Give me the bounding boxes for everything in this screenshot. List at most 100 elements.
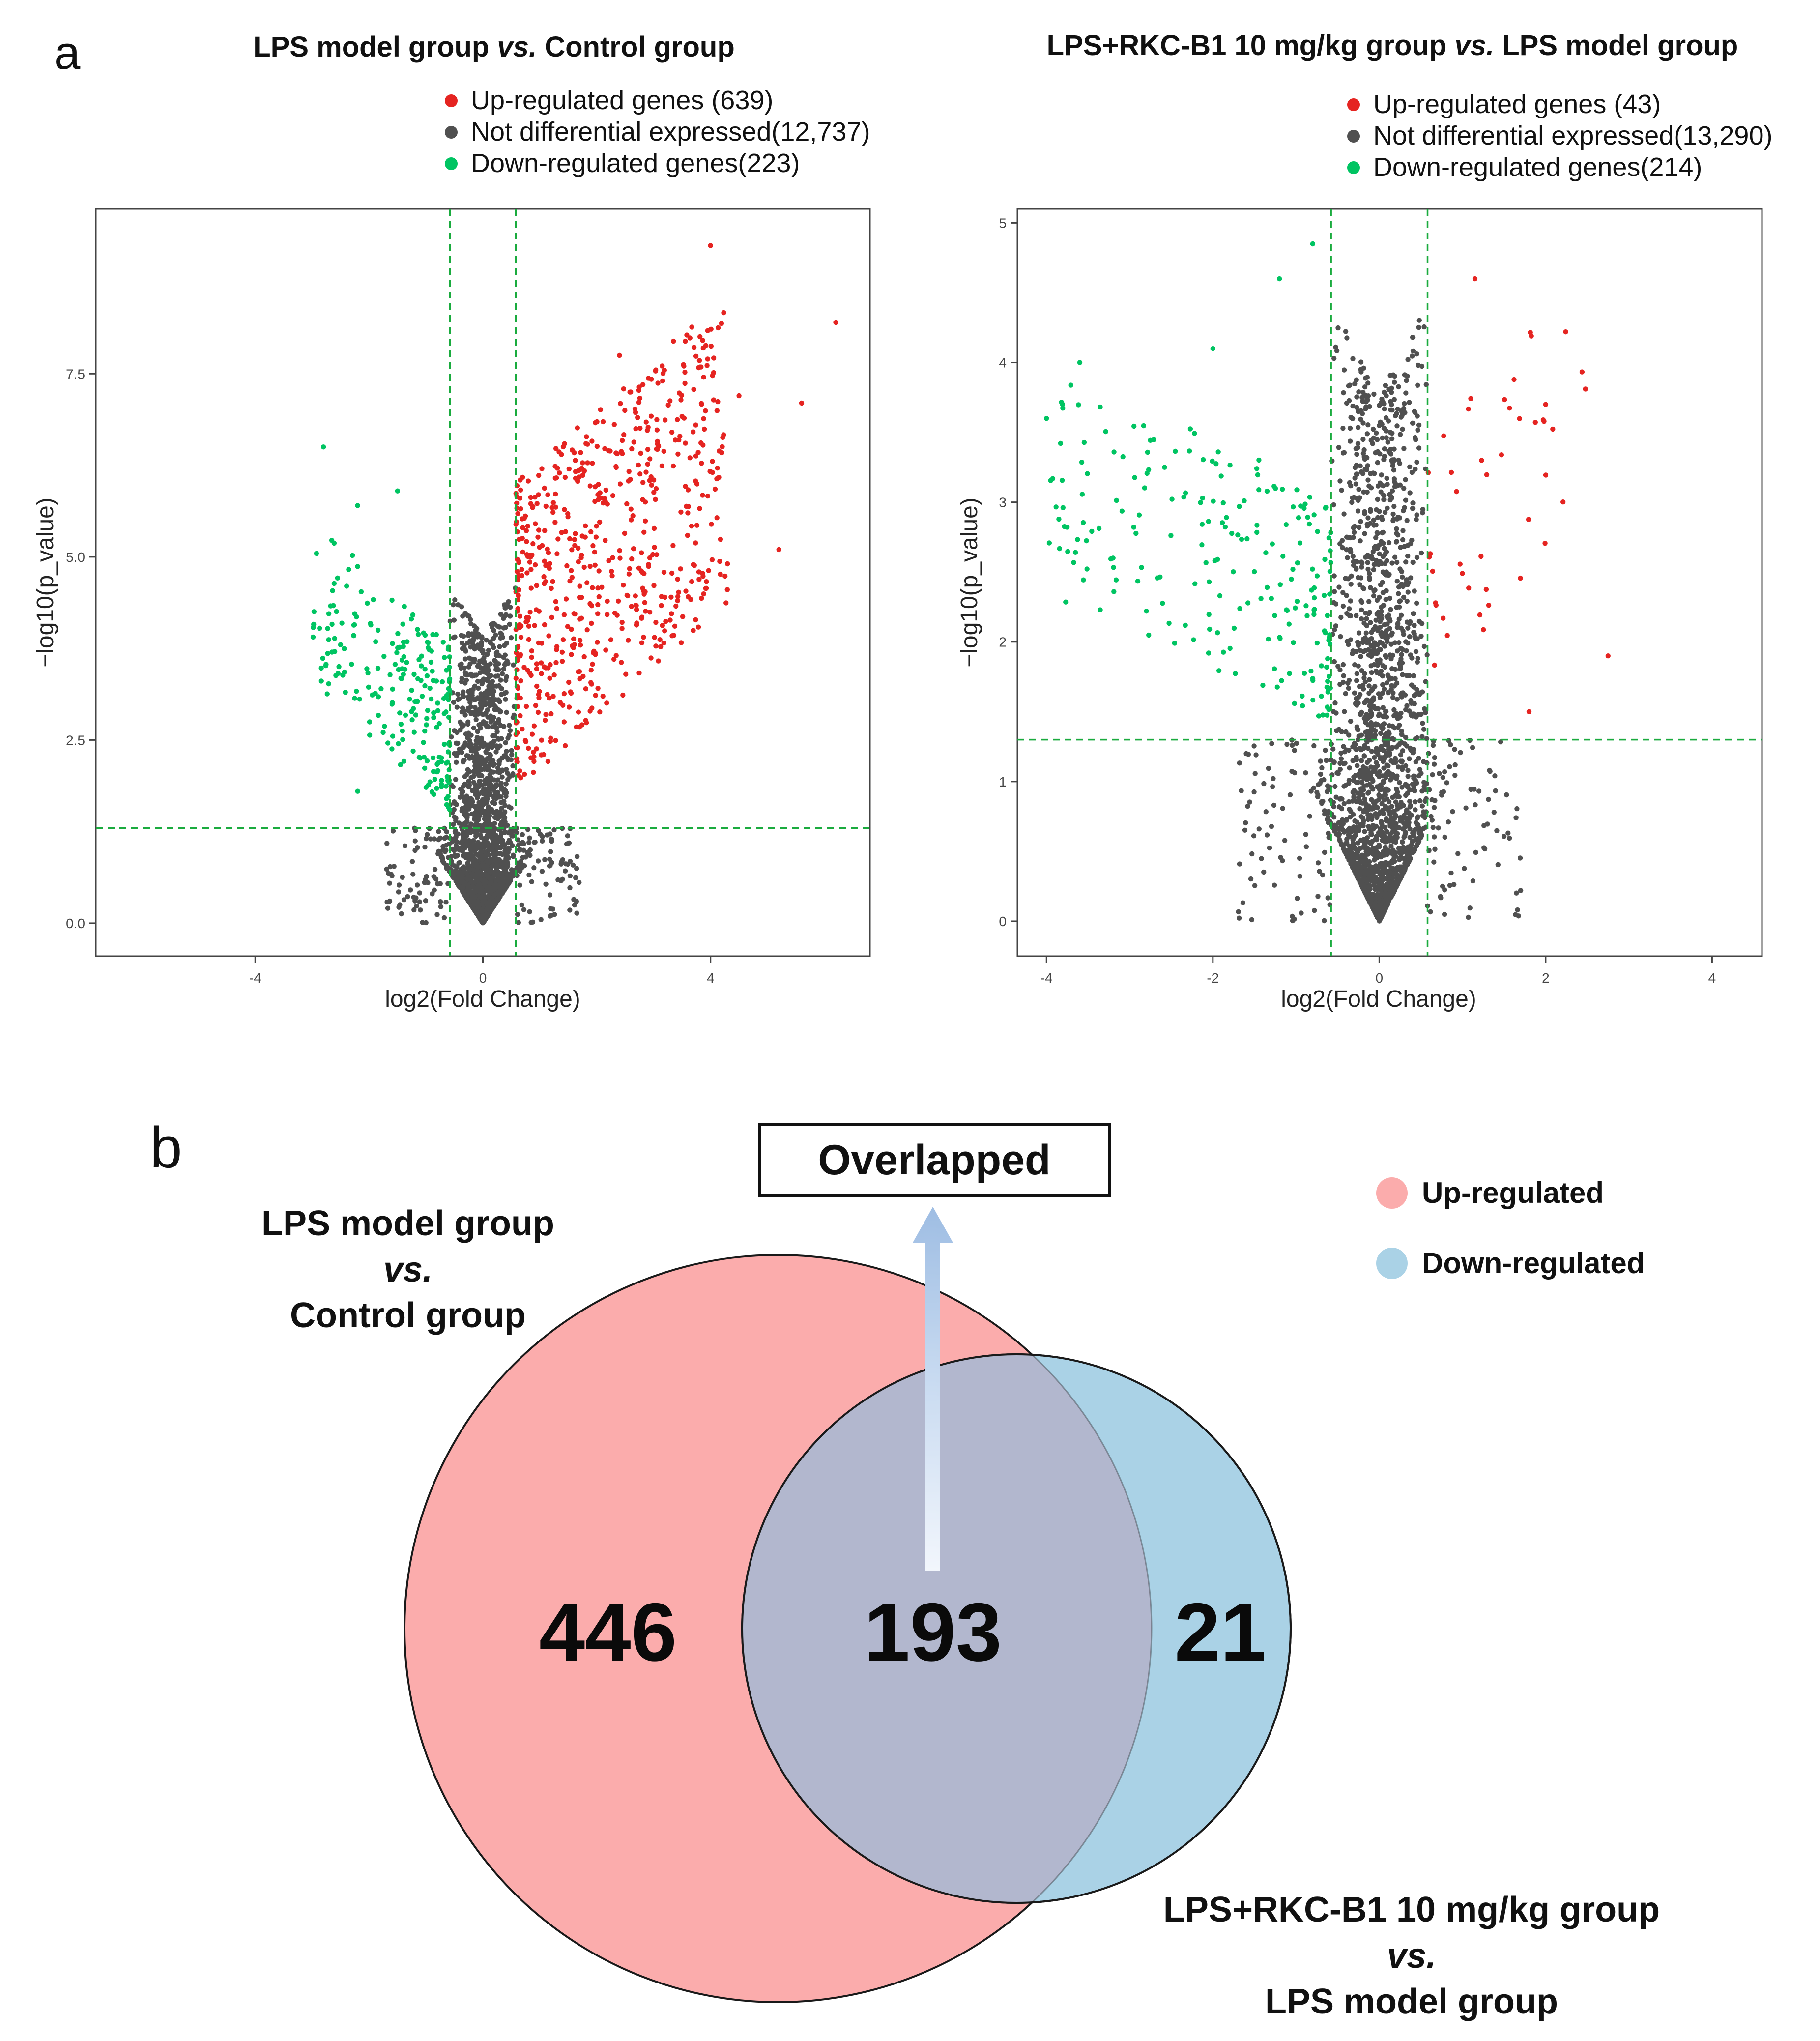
point-not-differential	[481, 915, 486, 921]
point-not-differential	[1386, 616, 1391, 622]
point-not-differential	[1239, 788, 1244, 793]
point-not-differential	[390, 828, 396, 834]
point-down-regulated	[410, 748, 416, 754]
point-not-differential	[478, 726, 483, 731]
point-not-differential	[1243, 820, 1248, 826]
point-not-differential	[1388, 407, 1393, 413]
point-up-regulated	[718, 571, 723, 577]
point-not-differential	[1350, 554, 1356, 559]
point-not-differential	[465, 767, 471, 773]
point-down-regulated	[387, 672, 393, 677]
point-not-differential	[1388, 607, 1393, 612]
point-up-regulated	[694, 481, 700, 487]
point-up-regulated	[553, 660, 559, 666]
point-not-differential	[486, 647, 491, 653]
point-up-regulated	[672, 437, 678, 443]
title-part: LPS+RKC-B1 10 mg/kg group	[1047, 29, 1455, 61]
point-down-regulated	[424, 716, 430, 721]
point-up-regulated	[581, 564, 587, 570]
point-not-differential	[465, 874, 471, 879]
point-not-differential	[1367, 677, 1372, 682]
point-not-differential	[1344, 611, 1350, 616]
point-not-differential	[1358, 598, 1364, 604]
point-not-differential	[1311, 785, 1317, 791]
point-down-regulated	[421, 630, 426, 636]
point-not-differential	[1358, 654, 1363, 659]
point-up-regulated	[669, 570, 675, 576]
point-not-differential	[506, 881, 511, 887]
point-not-differential	[1411, 611, 1416, 616]
point-up-regulated	[697, 364, 703, 370]
point-up-regulated	[624, 501, 630, 507]
point-not-differential	[1410, 500, 1416, 506]
point-not-differential	[466, 655, 472, 661]
point-not-differential	[1370, 823, 1376, 828]
point-up-regulated	[542, 485, 547, 491]
legend: Up-regulated genes (639)Not differential…	[445, 86, 870, 178]
point-up-regulated	[562, 743, 568, 749]
point-not-differential	[396, 889, 401, 895]
point-up-regulated	[636, 400, 642, 405]
point-not-differential	[492, 789, 498, 795]
point-up-regulated	[701, 426, 707, 432]
point-not-differential	[470, 883, 475, 889]
point-up-regulated	[584, 580, 590, 585]
point-not-differential	[460, 724, 465, 729]
point-not-differential	[1376, 792, 1382, 798]
plot-area	[1016, 208, 1763, 957]
point-not-differential	[479, 738, 484, 743]
legend-swatch-up	[445, 94, 458, 107]
point-up-regulated	[725, 561, 730, 567]
point-not-differential	[1504, 792, 1509, 798]
point-down-regulated	[431, 715, 436, 721]
point-not-differential	[1315, 792, 1321, 798]
point-not-differential	[1390, 695, 1396, 700]
point-not-differential	[1487, 767, 1492, 773]
point-not-differential	[1407, 464, 1413, 469]
point-up-regulated	[527, 671, 533, 676]
point-not-differential	[1442, 834, 1447, 840]
point-down-regulated	[336, 664, 342, 670]
point-down-regulated	[422, 765, 428, 771]
point-up-regulated	[697, 334, 703, 340]
point-up-regulated	[631, 546, 636, 552]
point-not-differential	[496, 683, 502, 689]
point-up-regulated	[573, 531, 578, 536]
point-up-regulated	[681, 363, 687, 369]
point-not-differential	[496, 794, 502, 800]
point-up-regulated	[531, 749, 536, 755]
point-not-differential	[489, 769, 494, 775]
point-not-differential	[1388, 844, 1394, 849]
point-not-differential	[1350, 648, 1356, 654]
point-not-differential	[529, 879, 535, 885]
point-up-regulated	[685, 532, 691, 538]
point-not-differential	[1377, 542, 1382, 548]
point-up-regulated	[542, 622, 548, 628]
point-not-differential	[1414, 517, 1419, 522]
point-up-regulated	[562, 441, 567, 446]
point-not-differential	[415, 882, 420, 888]
point-not-differential	[505, 850, 511, 855]
point-not-differential	[471, 774, 476, 779]
point-not-differential	[536, 828, 541, 833]
point-up-regulated	[516, 573, 521, 578]
point-down-regulated	[439, 755, 444, 760]
point-not-differential	[1501, 834, 1507, 839]
point-up-regulated	[677, 434, 683, 439]
point-not-differential	[460, 875, 465, 880]
point-not-differential	[521, 907, 527, 912]
point-not-differential	[428, 836, 433, 842]
point-up-regulated	[530, 505, 535, 510]
point-not-differential	[1385, 898, 1390, 904]
point-not-differential	[396, 904, 402, 910]
point-up-regulated	[562, 507, 567, 512]
point-not-differential	[1307, 814, 1312, 819]
point-not-differential	[471, 900, 477, 905]
point-up-regulated	[563, 529, 569, 534]
point-not-differential	[560, 857, 566, 863]
point-up-regulated	[516, 560, 521, 565]
title-part-vs: vs.	[497, 31, 537, 63]
point-not-differential	[462, 740, 468, 746]
point-not-differential	[1280, 806, 1285, 811]
point-up-regulated	[565, 514, 571, 520]
